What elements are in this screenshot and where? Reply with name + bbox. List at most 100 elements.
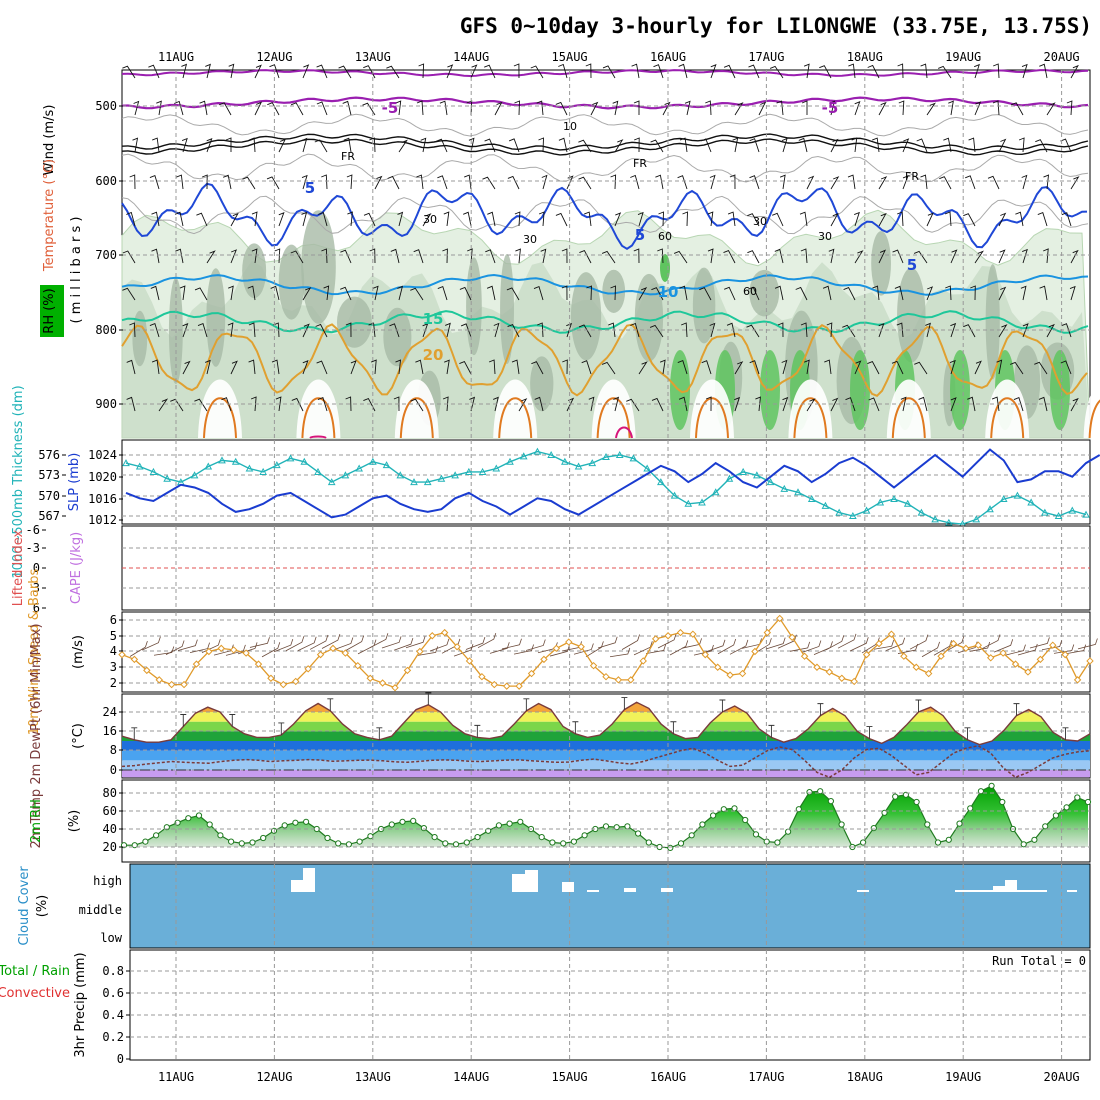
thickness-point: [149, 467, 158, 475]
wind-barb: [746, 324, 760, 338]
wind-barb: [878, 101, 887, 116]
wind-barb: [755, 396, 761, 412]
wind-barb: [558, 137, 568, 153]
wind-barb: [464, 174, 472, 190]
date-label-top: 13AUG: [355, 50, 391, 64]
wind-barb: [278, 212, 285, 227]
wind-barb: [748, 286, 760, 301]
thickness-point: [821, 501, 830, 509]
wind-barb: [769, 65, 784, 79]
wind-barb: [266, 176, 280, 190]
wind-barb: [129, 322, 136, 338]
wind-barb: [389, 323, 400, 338]
min-max-whisker: [1062, 727, 1069, 740]
10m-wind-point: [701, 650, 709, 659]
wind-barb: [662, 101, 671, 116]
10m-wind-point: [987, 654, 995, 662]
10m-wind-point: [366, 674, 374, 682]
10m-wind-barb: [837, 633, 857, 649]
wind-barb: [230, 249, 238, 264]
temp-band: [122, 741, 1090, 751]
rh-patch: [242, 243, 267, 299]
contour-label: 60: [743, 285, 757, 298]
tick-label: 16: [103, 724, 117, 738]
10m-wind-point: [689, 630, 697, 638]
wind-barb: [998, 212, 1007, 227]
wind-barb: [271, 359, 280, 375]
wind-barb: [926, 102, 936, 116]
10m-wind-point: [378, 679, 387, 687]
wind-barb: [806, 175, 815, 190]
tick-label: 0: [110, 763, 117, 777]
10m-wind-point: [229, 646, 238, 654]
10m-wind-point: [242, 649, 250, 657]
wind-barb: [677, 175, 688, 190]
10m-wind-barb: [261, 642, 281, 658]
wind-barb: [317, 397, 328, 412]
wind-barb: [228, 285, 234, 301]
10m-wind-point: [403, 666, 412, 675]
wind-barb: [316, 360, 328, 375]
wind-barb: [677, 360, 688, 375]
rh-clear-pocket: [985, 379, 1030, 438]
wind-barb: [254, 64, 262, 79]
wind-barb: [1011, 102, 1024, 116]
min-max-whisker: [964, 727, 971, 740]
min-max-whisker: [131, 727, 138, 740]
date-label-top: 20AUG: [1044, 50, 1080, 64]
2m-rh-point: [602, 823, 610, 830]
wind-barb: [581, 360, 592, 375]
cape-ylabel: CAPE (J/kg): [69, 532, 84, 604]
wind-barb: [1060, 360, 1072, 375]
wind-barb: [302, 287, 312, 301]
10m-wind-point: [428, 632, 436, 640]
2m-rh-point: [924, 821, 931, 828]
wind-barb: [179, 285, 186, 301]
contour-line: [121, 96, 1089, 110]
wind-barb: [395, 100, 402, 116]
wind-barb: [422, 213, 432, 227]
rh-clear-pocket: [198, 379, 242, 438]
thickness-point: [231, 457, 240, 465]
wind-barb: [151, 248, 160, 264]
10m-wind-panel: 6 54 3 2: [110, 611, 1098, 693]
wind-barb: [963, 213, 976, 227]
wind-barb: [748, 64, 760, 79]
wind-barb: [920, 174, 928, 190]
wind-barb: [410, 287, 424, 301]
rh-patch: [602, 269, 626, 313]
thickness-point: [327, 478, 336, 486]
wind-barb: [174, 100, 184, 116]
wind-barb: [1061, 212, 1072, 227]
wind-barb: [631, 63, 640, 79]
2m-rh-point: [645, 839, 652, 846]
wind-barb: [397, 285, 404, 301]
10m-wind-barb: [297, 636, 317, 651]
10m-wind-barb: [585, 641, 604, 658]
thickness-point: [259, 467, 267, 475]
thickness-point: [698, 498, 706, 506]
thickness-point: [780, 484, 789, 492]
contour-line-25c: [1088, 399, 1100, 439]
wind-barb: [1061, 323, 1072, 338]
thickness-series-line: [125, 450, 1087, 525]
2m-rh-point: [260, 834, 267, 842]
rh-patch: [206, 268, 226, 367]
wind-barb: [601, 361, 616, 375]
wind-barb: [484, 138, 496, 153]
temp-band: [122, 770, 1090, 778]
2m-rh-point: [185, 815, 192, 822]
thickness-point: [286, 454, 295, 462]
2m-rh-point: [195, 812, 203, 819]
tick-label: 576: [38, 448, 60, 462]
wind-barb: [678, 63, 688, 79]
wind-barb: [444, 359, 450, 375]
tick-label: 1016: [88, 492, 117, 506]
2m-rh-point: [367, 833, 374, 840]
wind-barb: [974, 63, 980, 79]
tick-label: 1024: [88, 448, 117, 462]
min-max-whisker: [1013, 703, 1020, 716]
thickness-point: [1068, 506, 1077, 514]
wind-barb: [637, 211, 644, 227]
tick-label: 567: [38, 509, 60, 523]
